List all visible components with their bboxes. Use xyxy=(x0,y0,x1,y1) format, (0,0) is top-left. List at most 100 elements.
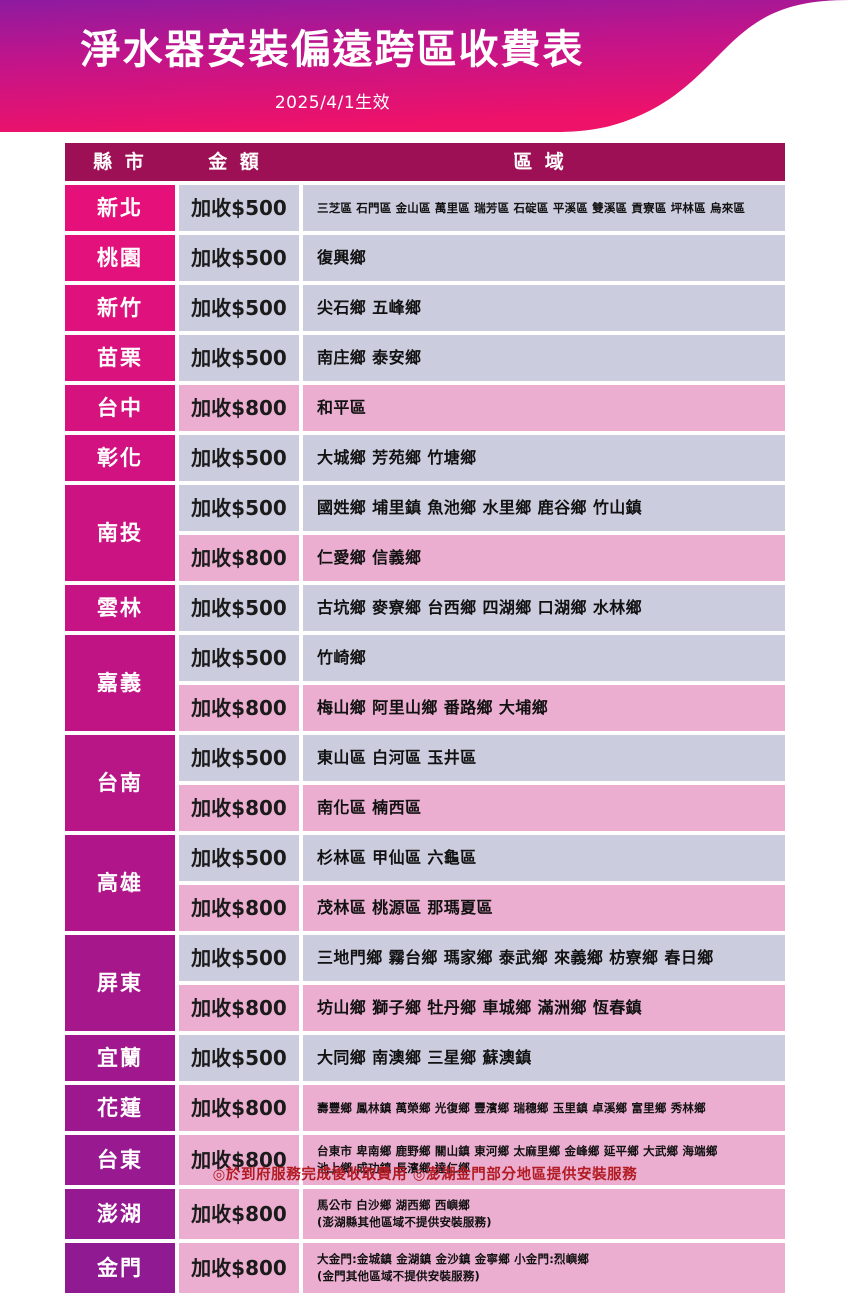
county-subrow-group: 加收$500 竹崎鄉 加收$800 梅山鄉 阿里山鄉 番路鄉 大埔鄉 xyxy=(179,635,785,731)
region-cell: 竹崎鄉 xyxy=(303,635,785,681)
amount-cell: 加收$500 xyxy=(179,485,299,531)
table-row: 金門 加收$800 大金門:金城鎮 金湖鎮 金沙鎮 金寧鄉 小金門:烈嶼鄉 (金門其他… xyxy=(65,1243,785,1293)
region-cell: 大同鄉 南澳鄉 三星鄉 蘇澳鎮 xyxy=(303,1035,785,1081)
county-subrow-group: 加收$500 南庄鄉 泰安鄉 xyxy=(179,335,785,381)
region-list: 馬公市 白沙鄉 湖西鄉 西嶼鄉 (澎湖縣其他區域不提供安裝服務) xyxy=(317,1198,492,1229)
county-subrow-group: 加收$500 東山區 白河區 玉井區加收$800 南化區 楠西區 xyxy=(179,735,785,831)
region-list: 杉林區 甲仙區 六龜區 xyxy=(317,848,477,868)
region-list: 三芝區 石門區 金山區 萬里區 瑞芳區 石碇區 平溪區 雙溪區 貢寮區 坪林區 … xyxy=(317,200,746,215)
banner-background-shape xyxy=(0,0,850,132)
table-row: 新竹 加收$500 尖石鄉 五峰鄉 xyxy=(65,285,785,331)
region-cell: 梅山鄉 阿里山鄉 番路鄉 大埔鄉 xyxy=(303,685,785,731)
region-list: 南化區 楠西區 xyxy=(317,798,422,818)
fee-subrow: 加收$500 尖石鄉 五峰鄉 xyxy=(179,285,785,331)
fee-subrow: 加收$800 坊山鄉 獅子鄉 牡丹鄉 車城鄉 滿洲鄉 恆春鎮 xyxy=(179,985,785,1031)
region-cell: 壽豐鄉 鳳林鎮 萬榮鄉 光復鄉 豐濱鄉 瑞穗鄉 玉里鎮 卓溪鄉 富里鄉 秀林鄉 xyxy=(303,1085,785,1131)
amount-cell: 加收$800 xyxy=(179,1085,299,1131)
table-row: 新北 加收$500 三芝區 石門區 金山區 萬里區 瑞芳區 石碇區 平溪區 雙溪區 … xyxy=(65,185,785,231)
region-list: 台東市 卑南鄉 鹿野鄉 關山鎮 東河鄉 太麻里鄉 金峰鄉 延平鄉 大武鄉 海端鄉… xyxy=(317,1144,718,1175)
region-list: 梅山鄉 阿里山鄉 番路鄉 大埔鄉 xyxy=(317,698,549,718)
amount-cell: 加收$800 xyxy=(179,1189,299,1239)
county-cell: 台東 xyxy=(65,1135,175,1185)
amount-cell: 加收$800 xyxy=(179,535,299,581)
region-cell: 復興鄉 xyxy=(303,235,785,281)
fee-subrow: 加收$800 茂林區 桃源區 那瑪夏區 xyxy=(179,885,785,931)
region-list: 茂林區 桃源區 那瑪夏區 xyxy=(317,898,493,918)
region-cell: 三芝區 石門區 金山區 萬里區 瑞芳區 石碇區 平溪區 雙溪區 貢寮區 坪林區 … xyxy=(303,185,785,231)
footer-note: ◎於到府服務完成後收取費用 ◎澎湖金門部分地區提供安裝服務 xyxy=(212,1167,638,1183)
region-list: 壽豐鄉 鳳林鎮 萬榮鄉 光復鄉 豐濱鄉 瑞穗鄉 玉里鎮 卓溪鄉 富里鄉 秀林鄉 xyxy=(317,1100,706,1115)
amount-cell: 加收$500 xyxy=(179,335,299,381)
fee-subrow: 加收$500 三地門鄉 霧台鄉 瑪家鄉 泰武鄉 來義鄉 枋寮鄉 春日鄉 xyxy=(179,935,785,981)
fee-subrow: 加收$800 台東市 卑南鄉 鹿野鄉 關山鎮 東河鄉 太麻里鄉 金峰鄉 延平鄉 大… xyxy=(179,1135,785,1185)
column-header-amount: 金 額 xyxy=(208,150,262,173)
amount-cell: 加收$800 xyxy=(179,1135,299,1185)
region-list: 復興鄉 xyxy=(317,248,367,268)
region-cell: 南化區 楠西區 xyxy=(303,785,785,831)
county-subrow-group: 加收$500 復興鄉 xyxy=(179,235,785,281)
fee-subrow: 加收$800 梅山鄉 阿里山鄉 番路鄉 大埔鄉 xyxy=(179,685,785,731)
table-row: 宜蘭 加收$500 大同鄉 南澳鄉 三星鄉 蘇澳鎮 xyxy=(65,1035,785,1081)
region-cell: 南庄鄉 泰安鄉 xyxy=(303,335,785,381)
county-cell: 苗栗 xyxy=(65,335,175,381)
county-subrow-group: 加收$500 三地門鄉 霧台鄉 瑪家鄉 泰武鄉 來義鄉 枋寮鄉 春日鄉 加收$800… xyxy=(179,935,785,1031)
table-row: 雲林 加收$500 古坑鄉 麥寮鄉 台西鄉 四湖鄉 口湖鄉 水林鄉 xyxy=(65,585,785,631)
amount-cell: 加收$800 xyxy=(179,685,299,731)
region-list: 東山區 白河區 玉井區 xyxy=(317,748,477,768)
table-row: 彰化 加收$500 大城鄉 芳苑鄉 竹塘鄉 xyxy=(65,435,785,481)
fee-subrow: 加收$500 南庄鄉 泰安鄉 xyxy=(179,335,785,381)
amount-cell: 加收$800 xyxy=(179,885,299,931)
region-cell: 坊山鄉 獅子鄉 牡丹鄉 車城鄉 滿洲鄉 恆春鎮 xyxy=(303,985,785,1031)
region-list: 國姓鄉 埔里鎮 魚池鄉 水里鄉 鹿谷鄉 竹山鎮 xyxy=(317,498,643,518)
county-subrow-group: 加收$500 大城鄉 芳苑鄉 竹塘鄉 xyxy=(179,435,785,481)
region-cell: 台東市 卑南鄉 鹿野鄉 關山鎮 東河鄉 太麻里鄉 金峰鄉 延平鄉 大武鄉 海端鄉… xyxy=(303,1135,785,1185)
table-row: 南投 加收$500 國姓鄉 埔里鎮 魚池鄉 水里鄉 鹿谷鄉 竹山鎮 加收$800 仁愛鄉… xyxy=(65,485,785,581)
region-list: 古坑鄉 麥寮鄉 台西鄉 四湖鄉 口湖鄉 水林鄉 xyxy=(317,598,643,618)
county-cell: 南投 xyxy=(65,485,175,581)
region-cell: 國姓鄉 埔里鎮 魚池鄉 水里鄉 鹿谷鄉 竹山鎮 xyxy=(303,485,785,531)
fee-subrow: 加收$800 仁愛鄉 信義鄉 xyxy=(179,535,785,581)
fee-subrow: 加收$800 南化區 楠西區 xyxy=(179,785,785,831)
region-cell: 尖石鄉 五峰鄉 xyxy=(303,285,785,331)
region-cell: 和平區 xyxy=(303,385,785,431)
table-header-row: 縣 市 金 額 區 域 xyxy=(65,143,785,181)
county-cell: 花蓮 xyxy=(65,1085,175,1131)
table-row: 桃園 加收$500 復興鄉 xyxy=(65,235,785,281)
page-banner: 淨水器安裝偏遠跨區收費表 2025/4/1生效 xyxy=(0,0,850,132)
county-subrow-group: 加收$800 台東市 卑南鄉 鹿野鄉 關山鎮 東河鄉 太麻里鄉 金峰鄉 延平鄉 大… xyxy=(179,1135,785,1185)
fee-subrow: 加收$500 復興鄉 xyxy=(179,235,785,281)
region-cell: 東山區 白河區 玉井區 xyxy=(303,735,785,781)
amount-cell: 加收$500 xyxy=(179,185,299,231)
amount-cell: 加收$500 xyxy=(179,735,299,781)
county-subrow-group: 加收$500 大同鄉 南澳鄉 三星鄉 蘇澳鎮 xyxy=(179,1035,785,1081)
region-list: 和平區 xyxy=(317,398,367,418)
page-title: 淨水器安裝偏遠跨區收費表 xyxy=(80,27,585,73)
region-list: 大同鄉 南澳鄉 三星鄉 蘇澳鎮 xyxy=(317,1048,532,1068)
amount-cell: 加收$800 xyxy=(179,1243,299,1293)
amount-cell: 加收$500 xyxy=(179,1035,299,1081)
table-row: 台東 加收$800 台東市 卑南鄉 鹿野鄉 關山鎮 東河鄉 太麻里鄉 金峰鄉 延平鄉… xyxy=(65,1135,785,1185)
fee-subrow: 加收$500 東山區 白河區 玉井區 xyxy=(179,735,785,781)
county-subrow-group: 加收$800 和平區 xyxy=(179,385,785,431)
amount-cell: 加收$800 xyxy=(179,385,299,431)
region-list: 仁愛鄉 信義鄉 xyxy=(317,548,422,568)
amount-cell: 加收$800 xyxy=(179,985,299,1031)
fee-subrow: 加收$500 國姓鄉 埔里鎮 魚池鄉 水里鄉 鹿谷鄉 竹山鎮 xyxy=(179,485,785,531)
county-cell: 彰化 xyxy=(65,435,175,481)
fee-subrow: 加收$500 杉林區 甲仙區 六龜區 xyxy=(179,835,785,881)
region-cell: 大金門:金城鎮 金湖鎮 金沙鎮 金寧鄉 小金門:烈嶼鄉 (金門其他區域不提供安裝服… xyxy=(303,1243,785,1293)
county-cell: 雲林 xyxy=(65,585,175,631)
county-cell: 台南 xyxy=(65,735,175,831)
fee-subrow: 加收$500 大城鄉 芳苑鄉 竹塘鄉 xyxy=(179,435,785,481)
table-body: 新北 加收$500 三芝區 石門區 金山區 萬里區 瑞芳區 石碇區 平溪區 雙溪區 … xyxy=(65,185,785,1293)
table-row: 澎湖 加收$800 馬公市 白沙鄉 湖西鄉 西嶼鄉 (澎湖縣其他區域不提供安裝服務) xyxy=(65,1189,785,1239)
region-list: 竹崎鄉 xyxy=(317,648,367,668)
table-row: 台南 加收$500 東山區 白河區 玉井區加收$800 南化區 楠西區 xyxy=(65,735,785,831)
county-cell: 屏東 xyxy=(65,935,175,1031)
effective-date: 2025/4/1生效 xyxy=(274,93,391,113)
table-row: 台中 加收$800 和平區 xyxy=(65,385,785,431)
county-subrow-group: 加收$500 三芝區 石門區 金山區 萬里區 瑞芳區 石碇區 平溪區 雙溪區 貢寮… xyxy=(179,185,785,231)
county-subrow-group: 加收$800 壽豐鄉 鳳林鎮 萬榮鄉 光復鄉 豐濱鄉 瑞穗鄉 玉里鎮 卓溪鄉 富里… xyxy=(179,1085,785,1131)
fee-subrow: 加收$500 三芝區 石門區 金山區 萬里區 瑞芳區 石碇區 平溪區 雙溪區 貢寮… xyxy=(179,185,785,231)
fee-subrow: 加收$800 馬公市 白沙鄉 湖西鄉 西嶼鄉 (澎湖縣其他區域不提供安裝服務) xyxy=(179,1189,785,1239)
